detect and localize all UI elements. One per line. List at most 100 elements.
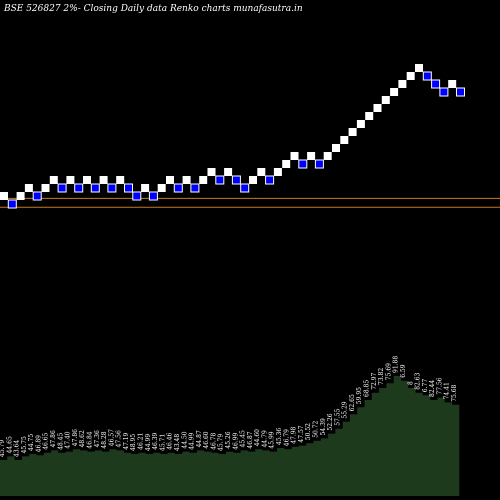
volume-label: 46.21 (138, 433, 145, 450)
renko-brick-up (356, 120, 365, 128)
volume-label: 54.39 (320, 418, 327, 435)
volume-label: 46.60 (203, 431, 210, 448)
renko-brick-up (207, 168, 216, 176)
volume-label: 50.52 (305, 423, 312, 440)
volume-label: 82.63 (415, 372, 422, 389)
renko-brick-up (323, 152, 332, 160)
renko-brick-up (365, 112, 374, 120)
volume-label: 72.97 (371, 372, 378, 389)
renko-brick-up (340, 136, 349, 144)
volume-label: 46.57 (108, 429, 115, 446)
renko-brick-up (307, 152, 316, 160)
volume-label: 46.65 (43, 432, 50, 449)
renko-brick-down (7, 199, 17, 209)
volume-label: 52.26 (327, 413, 334, 430)
renko-brick-up (415, 64, 423, 72)
renko-brick-down (215, 175, 225, 185)
renko-brick-down (422, 71, 432, 81)
renko-brick-up (99, 176, 108, 184)
renko-brick-down (74, 183, 84, 193)
renko-brick-up (332, 144, 340, 152)
volume-label: 46.87 (247, 431, 254, 448)
volume-label: 45.79 (218, 434, 225, 451)
volume-label: 46.89 (35, 435, 42, 452)
renko-brick-up (24, 184, 33, 192)
renko-brick-down (107, 183, 117, 193)
volume-label: 74.41 (444, 382, 451, 399)
volume-label: 82.44 (429, 380, 436, 397)
volume-label: 75.69 (385, 363, 392, 380)
renko-brick-up (282, 160, 291, 168)
volume-label: 55.29 (342, 401, 349, 418)
volume-label: 45.71 (159, 434, 166, 451)
renko-brick-up (249, 176, 257, 184)
volume-label: 44.79 (261, 430, 268, 447)
renko-brick-up (157, 184, 166, 192)
renko-brick-up (0, 192, 8, 200)
volume-label: 48.45 (57, 432, 64, 449)
volume-label: 46.84 (86, 431, 93, 448)
volume-label: 48.62 (79, 430, 86, 447)
volume-label: 44.99 (145, 434, 152, 451)
volume-label: 45.99 (269, 431, 276, 448)
renko-brick-up (16, 192, 25, 200)
volume-label: 8 (407, 381, 414, 385)
renko-brick-down (132, 191, 142, 201)
volume-label: 59.95 (356, 387, 363, 404)
renko-brick-down (431, 79, 441, 89)
renko-brick-up (273, 168, 282, 176)
volume-label: 45.79 (0, 440, 6, 457)
volume-label: 6.77 (422, 379, 429, 393)
volume-label: 46.78 (210, 432, 217, 449)
renko-brick-up (182, 176, 191, 184)
renko-brick-down (173, 183, 183, 193)
volume-label: 47.86 (50, 430, 57, 447)
renko-brick-down (240, 183, 250, 193)
volume-label: 6.59 (400, 364, 407, 378)
renko-brick-down (124, 183, 133, 193)
renko-brick-up (448, 80, 457, 88)
renko-brick-down (456, 87, 465, 97)
renko-brick-up (224, 168, 233, 176)
renko-brick-down (90, 183, 100, 193)
volume-label: 46.39 (152, 432, 159, 449)
renko-brick-up (166, 176, 174, 184)
renko-brick-up (66, 176, 75, 184)
volume-labels: 45.79 44.65 43.64 45.75 44.75 46.89 46.65 47.86… (0, 356, 458, 457)
reference-lines (0, 197, 500, 208)
renko-brick-up (49, 176, 58, 184)
chart-title: BSE 526827 2%- Closing Daily data Renko … (3, 4, 303, 14)
volume-area (0, 376, 460, 496)
volume-label: 46.79 (283, 429, 290, 446)
volume-label: 47.57 (298, 425, 305, 442)
volume-label: 45.36 (276, 428, 283, 445)
volume-label: 47.98 (291, 426, 298, 443)
volume-label: 45.75 (21, 436, 28, 453)
renko-brick-up (199, 176, 208, 184)
renko-brick-up (373, 104, 382, 112)
volume-label: 44.87 (196, 430, 203, 447)
renko-brick-down (314, 159, 324, 169)
volume-label: 45.26 (225, 431, 232, 448)
volume-label: 44.99 (189, 432, 196, 449)
renko-brick-up (116, 176, 125, 184)
renko-brick-up (257, 168, 266, 176)
renko-bricks (0, 64, 465, 209)
volume-label: 50.72 (312, 420, 319, 437)
renko-brick-up (390, 88, 399, 96)
volume-label: 91.88 (393, 356, 400, 373)
volume-label: 44.60 (254, 429, 261, 446)
renko-brick-down (32, 191, 42, 201)
renko-brick-up (381, 96, 390, 104)
volume-label: 75.68 (451, 384, 458, 401)
volume-label: 44.50 (181, 431, 188, 448)
volume-label: 47.36 (94, 430, 101, 447)
renko-brick-down (148, 191, 158, 201)
volume-label: 48.95 (130, 434, 137, 451)
renko-brick-up (398, 80, 407, 88)
volume-label: 46.46 (167, 432, 174, 449)
renko-brick-up (83, 176, 91, 184)
volume-label: 46.99 (232, 432, 239, 449)
renko-brick-down (190, 183, 200, 193)
